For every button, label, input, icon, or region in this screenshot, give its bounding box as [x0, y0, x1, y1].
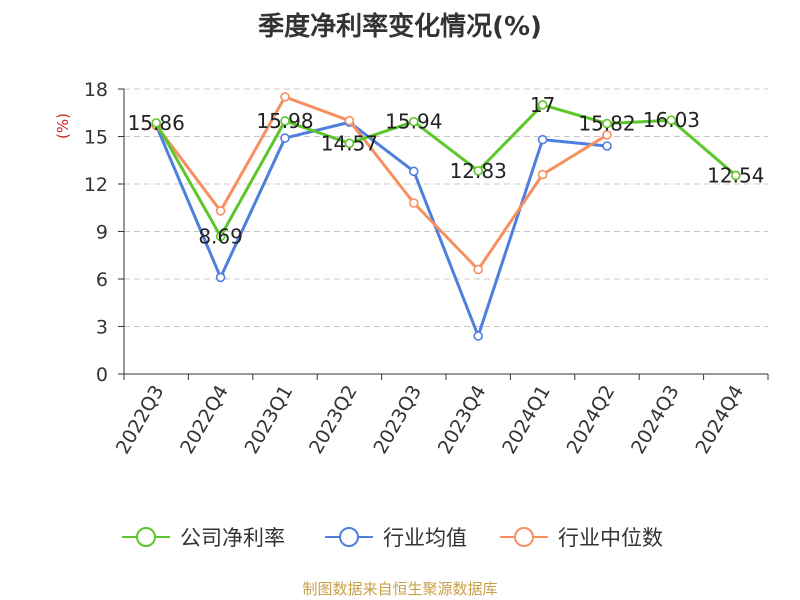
- data-point: [537, 134, 548, 145]
- data-label: 16.03: [643, 108, 700, 132]
- series-line: [155, 95, 608, 271]
- y-tick-label: 18: [84, 79, 108, 101]
- data-label: 12.83: [450, 159, 507, 183]
- data-point: [344, 115, 355, 126]
- x-tick-label: 2022Q4: [176, 382, 233, 458]
- legend-marker: [514, 527, 534, 547]
- data-point: [280, 133, 290, 143]
- data-point: [537, 100, 548, 110]
- series-line: [154, 120, 608, 338]
- data-point: [602, 141, 612, 151]
- legend-marker: [136, 527, 156, 547]
- data-label: 12.54: [707, 163, 764, 187]
- chart-title: 季度净利率变化情况(%): [258, 12, 542, 42]
- data-label: 8.69: [198, 224, 243, 248]
- data-point: [602, 118, 612, 129]
- data-label: 15.82: [578, 112, 635, 136]
- data-point: [473, 264, 484, 275]
- y-tick-label: 3: [96, 317, 108, 339]
- data-point: [602, 130, 612, 140]
- data-point: [537, 169, 548, 180]
- data-label: 14.57: [321, 131, 378, 155]
- legend-label: 行业中位数: [558, 526, 663, 550]
- data-point: [408, 198, 419, 208]
- data-label: 15.98: [256, 109, 313, 133]
- y-tick-label: 9: [96, 222, 108, 244]
- data-point: [215, 231, 226, 242]
- legend-marker: [339, 527, 359, 547]
- data-point: [280, 116, 290, 126]
- y-tick-label: 6: [96, 269, 108, 291]
- data-point: [408, 116, 419, 127]
- y-tick-label: 12: [84, 174, 108, 196]
- x-tick-label: 2024Q2: [563, 382, 620, 458]
- data-point: [473, 331, 484, 341]
- y-tick-label: 15: [84, 127, 108, 149]
- series-line: [154, 103, 737, 238]
- x-tick-label: 2022Q3: [112, 382, 169, 458]
- data-point: [666, 115, 677, 125]
- data-point: [408, 166, 419, 177]
- legend-label: 公司净利率: [180, 526, 285, 550]
- y-axis-label: (%): [54, 113, 72, 139]
- x-tick-label: 2024Q1: [498, 382, 555, 458]
- data-point: [215, 206, 226, 216]
- data-point: [473, 166, 484, 176]
- legend-label: 行业均值: [383, 526, 467, 550]
- source-note: 制图数据来自恒生聚源数据库: [302, 580, 498, 598]
- x-tick-label: 2024Q3: [627, 382, 684, 458]
- data-label: 15.94: [385, 110, 442, 134]
- data-point: [730, 170, 741, 181]
- x-tick-label: 2024Q4: [691, 382, 748, 458]
- x-tick-label: 2023Q3: [369, 382, 426, 458]
- data-point: [344, 138, 355, 149]
- x-tick-label: 2023Q2: [305, 382, 362, 458]
- data-label: 17: [530, 93, 555, 117]
- y-tick-label: 0: [96, 364, 108, 386]
- x-tick-label: 2023Q4: [434, 382, 491, 458]
- data-point: [280, 92, 290, 102]
- data-point: [215, 272, 226, 283]
- data-point: [151, 118, 161, 128]
- x-tick-label: 2023Q1: [241, 382, 298, 458]
- data-label: 15.86: [128, 111, 185, 135]
